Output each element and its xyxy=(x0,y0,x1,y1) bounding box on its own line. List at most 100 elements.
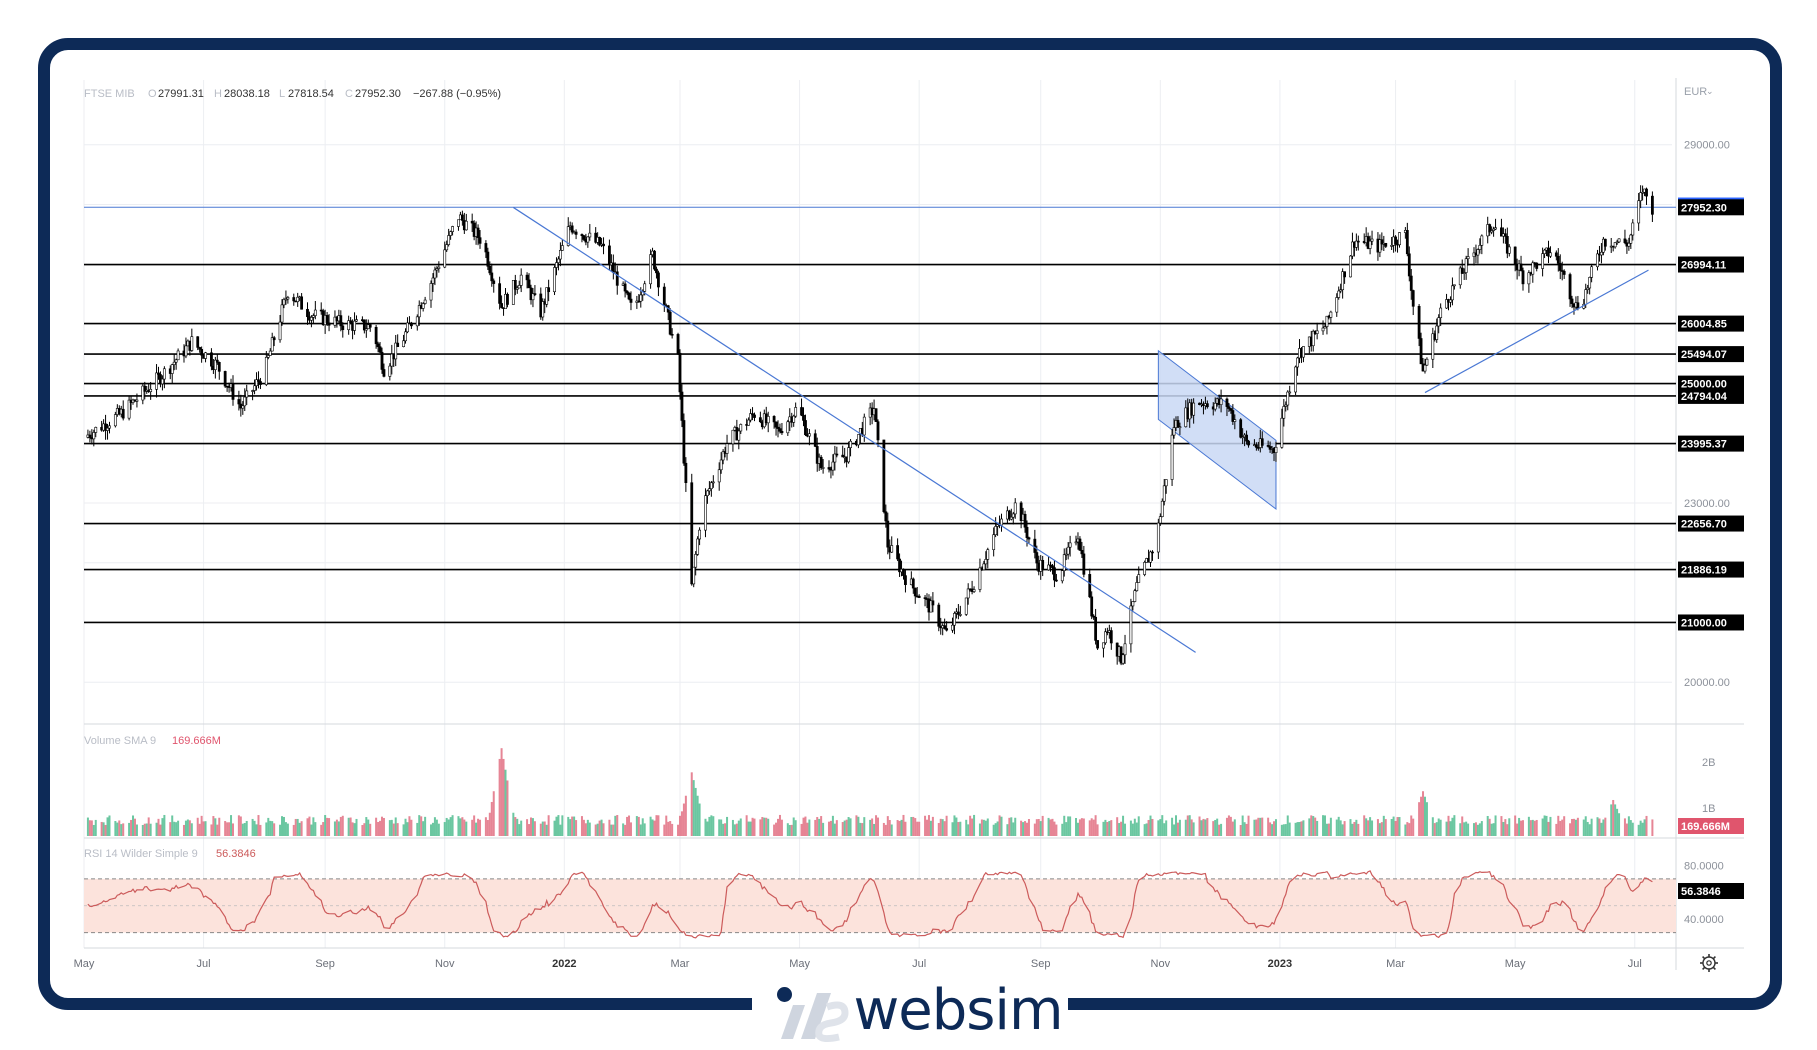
volume-bar xyxy=(1076,822,1079,836)
candle-body xyxy=(433,269,437,279)
candle-body xyxy=(1535,262,1539,269)
volume-bar xyxy=(132,815,135,836)
candle-body xyxy=(1284,404,1288,407)
volume-bar xyxy=(777,818,780,836)
volume-bar xyxy=(690,772,693,836)
volume-bar xyxy=(1006,824,1009,836)
candle-body xyxy=(339,315,343,327)
candle-body xyxy=(410,322,413,327)
volume-bar xyxy=(1437,818,1440,836)
volume-bar xyxy=(1490,823,1493,836)
candle-body xyxy=(498,283,502,304)
candle-body xyxy=(831,461,835,471)
candle-body xyxy=(1051,565,1054,568)
chevron-down-icon[interactable]: ⌄ xyxy=(1706,87,1714,97)
candle-body xyxy=(1129,605,1133,645)
candle-body xyxy=(223,371,227,387)
volume-bar xyxy=(1090,818,1093,836)
candle-body xyxy=(1445,299,1448,309)
candle-body xyxy=(1164,479,1168,487)
candle-body xyxy=(486,251,490,267)
volume-bar xyxy=(463,819,466,836)
volume-bar xyxy=(92,824,95,836)
volume-bar xyxy=(188,820,191,836)
volume-bar xyxy=(1643,819,1646,836)
volume-bar xyxy=(498,758,501,836)
candle-body xyxy=(402,340,405,347)
volume-bar xyxy=(1225,817,1228,836)
candle-body xyxy=(1349,255,1352,278)
volume-bar xyxy=(1433,823,1436,836)
volume-bar xyxy=(1106,822,1109,836)
level-badge: 26004.85 xyxy=(1681,319,1727,331)
volume-bar xyxy=(778,814,781,836)
volume-bar xyxy=(1245,823,1248,836)
candle-body xyxy=(1500,227,1503,237)
volume-bar xyxy=(1494,815,1497,836)
volume-bar xyxy=(1645,815,1648,836)
volume-bar xyxy=(594,824,597,836)
volume-bar xyxy=(759,819,762,836)
candle-body xyxy=(1343,271,1346,278)
volume-bar xyxy=(1459,823,1462,836)
volume-bar xyxy=(1147,819,1150,836)
candle-body xyxy=(121,408,125,419)
candle-body xyxy=(874,408,878,422)
volume-bar xyxy=(980,819,983,836)
candle-body xyxy=(1192,402,1196,416)
volume-bar xyxy=(869,819,872,836)
volume-bar xyxy=(1612,799,1615,836)
volume-bar xyxy=(547,815,550,836)
volume-bar xyxy=(696,795,699,836)
volume-bar xyxy=(239,816,242,836)
volume-bar xyxy=(1390,819,1393,836)
volume-bar xyxy=(308,816,311,836)
volume-bar xyxy=(1590,818,1593,836)
candle-body xyxy=(196,336,200,348)
volume-bar xyxy=(931,816,934,836)
candle-body xyxy=(1554,252,1558,257)
volume-bar xyxy=(341,815,344,836)
candle-body xyxy=(451,226,454,232)
volume-bar xyxy=(726,816,729,836)
volume-bar xyxy=(835,820,838,836)
gear-icon[interactable] xyxy=(1700,954,1718,972)
candle-body xyxy=(1637,200,1641,224)
volume-bar xyxy=(924,815,927,836)
candle-body xyxy=(1603,238,1607,247)
volume-bar xyxy=(751,817,754,836)
candle-body xyxy=(241,405,245,409)
candle-body xyxy=(423,299,427,304)
volume-bar xyxy=(88,820,91,836)
volume-bar xyxy=(184,820,187,836)
volume-bar xyxy=(745,815,748,836)
candle-body xyxy=(394,342,398,360)
volume-bar xyxy=(94,819,97,836)
volume-bar xyxy=(900,819,903,836)
candle-body xyxy=(1351,241,1354,257)
volume-bar xyxy=(286,823,289,836)
volume-bar xyxy=(994,823,997,836)
candle-body xyxy=(707,488,711,492)
candle-body xyxy=(766,416,770,424)
currency-menu[interactable]: EUR xyxy=(1684,86,1707,98)
volume-bar xyxy=(418,815,421,836)
downtrend-line xyxy=(513,206,1196,653)
volume-bar xyxy=(1559,820,1562,836)
volume-bar xyxy=(792,817,795,836)
volume-bar xyxy=(157,818,160,836)
volume-bar xyxy=(1623,818,1626,836)
volume-bar xyxy=(298,822,301,836)
candle-body xyxy=(792,415,796,423)
candle-body xyxy=(217,362,221,372)
candle-body xyxy=(1266,445,1270,447)
candle-body xyxy=(1170,434,1174,480)
volume-bar xyxy=(1522,820,1525,836)
candle-body xyxy=(739,424,743,432)
volume-bar xyxy=(1022,822,1025,836)
candle-body xyxy=(364,328,368,331)
volume-bar xyxy=(1476,824,1479,836)
volume-bar xyxy=(116,822,119,836)
volume-bar xyxy=(1614,804,1617,836)
